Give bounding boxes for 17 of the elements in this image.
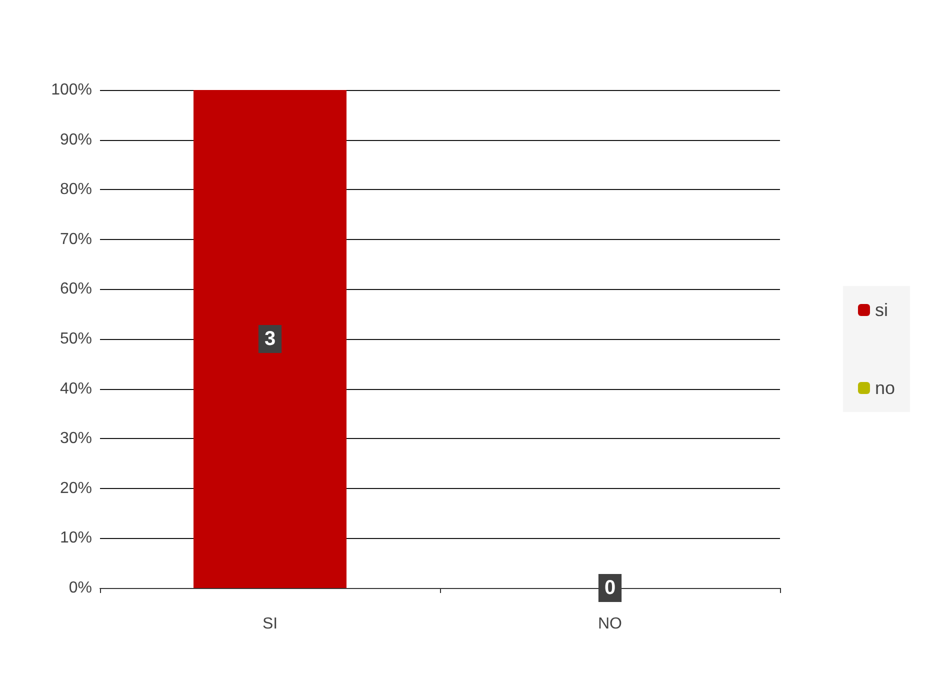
annotation: 3 (264, 328, 276, 350)
y-tick-label: 90% (60, 131, 92, 148)
y-tick-label: 30% (60, 430, 92, 448)
x-tick-label: NO (598, 616, 622, 632)
y-tick-label: 40% (60, 380, 92, 398)
y-tick-label: 50% (60, 330, 92, 348)
y-tick-label: 100% (51, 82, 92, 98)
y-tick-label: 70% (60, 230, 92, 248)
x-tick-label: SI (262, 616, 278, 632)
annotation: 0 (604, 577, 616, 599)
y-tick-label: 80% (60, 181, 92, 198)
legend-label: no (874, 378, 896, 398)
y-tick-label: 10% (60, 530, 92, 547)
y-tick-label: 20% (60, 480, 92, 497)
y-tick-label: 0% (68, 580, 92, 596)
legend-label: si (874, 300, 888, 320)
y-tick-label: 60% (60, 280, 92, 298)
